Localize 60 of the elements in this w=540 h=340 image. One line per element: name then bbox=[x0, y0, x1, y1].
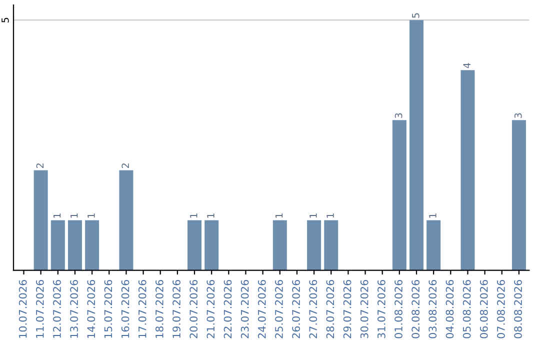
x-tick-label: 14.07.2026 bbox=[87, 280, 96, 338]
bar bbox=[324, 220, 338, 270]
bar bbox=[119, 170, 134, 270]
x-tick-label: 20.07.2026 bbox=[190, 280, 198, 338]
x-tick-label: 03.08.2026 bbox=[428, 280, 437, 338]
x-tick-label: 22.07.2026 bbox=[224, 280, 232, 338]
x-tick-label: 08.08.2026 bbox=[514, 280, 522, 338]
x-tick-label: 25.07.2026 bbox=[275, 280, 283, 338]
data-label: 2 bbox=[36, 164, 44, 168]
x-tick-label: 13.07.2026 bbox=[70, 280, 78, 338]
x-tick-label: 29.07.2026 bbox=[343, 280, 352, 338]
bar bbox=[204, 220, 219, 270]
data-label: 3 bbox=[514, 113, 522, 118]
x-tick-label: 01.08.2026 bbox=[394, 280, 402, 338]
x-tick-label: 04.08.2026 bbox=[446, 280, 454, 338]
x-tick-label: 30.07.2026 bbox=[360, 280, 368, 338]
data-label: 4 bbox=[463, 63, 470, 68]
x-tick-label: 28.07.2026 bbox=[326, 280, 334, 338]
x-tick-label: 11.07.2026 bbox=[36, 280, 44, 338]
data-label: 2 bbox=[122, 164, 129, 168]
data-label: 3 bbox=[394, 113, 402, 118]
data-label: 1 bbox=[326, 213, 334, 218]
x-tick-label: 17.07.2026 bbox=[138, 280, 146, 338]
bar bbox=[512, 120, 526, 270]
x-tick-label: 26.07.2026 bbox=[292, 280, 300, 338]
x-tick-label: 27.07.2026 bbox=[309, 280, 318, 338]
x-tick-label: 18.07.2026 bbox=[156, 280, 164, 338]
x-tick-label: 15.07.2026 bbox=[104, 280, 112, 338]
bar bbox=[409, 20, 424, 270]
data-label: 1 bbox=[70, 213, 78, 218]
x-tick-label: 06.08.2026 bbox=[480, 280, 488, 338]
bar bbox=[34, 170, 48, 270]
data-label: 1 bbox=[88, 213, 95, 218]
x-tick-label: 10.07.2026 bbox=[18, 280, 27, 338]
x-tick-label: 12.07.2026 bbox=[53, 280, 61, 338]
bar bbox=[188, 220, 202, 270]
data-label: 1 bbox=[429, 213, 436, 218]
x-tick-label: 24.07.2026 bbox=[258, 280, 266, 338]
data-label: 1 bbox=[207, 213, 214, 218]
bar bbox=[460, 70, 475, 270]
bar bbox=[392, 120, 406, 270]
bar bbox=[307, 220, 322, 270]
data-label: 5 bbox=[412, 13, 420, 18]
bar bbox=[85, 220, 100, 270]
data-label: 1 bbox=[275, 213, 283, 218]
x-tick-label: 16.07.2026 bbox=[121, 280, 130, 338]
bar bbox=[50, 220, 65, 270]
x-tick-label: 21.07.2026 bbox=[206, 280, 215, 338]
x-tick-label: 23.07.2026 bbox=[240, 280, 249, 338]
x-tick-label: 02.08.2026 bbox=[412, 280, 420, 338]
x-tick-label: 05.08.2026 bbox=[462, 280, 471, 338]
bar bbox=[272, 220, 287, 270]
x-tick-label: 31.07.2026 bbox=[377, 280, 386, 338]
x-tick-label: 19.07.2026 bbox=[172, 280, 180, 338]
bar bbox=[426, 220, 441, 270]
data-label: 1 bbox=[310, 213, 317, 218]
bar bbox=[68, 220, 82, 270]
data-label: 1 bbox=[190, 213, 198, 218]
x-tick-label: 07.08.2026 bbox=[497, 280, 505, 338]
data-label: 1 bbox=[53, 213, 61, 218]
